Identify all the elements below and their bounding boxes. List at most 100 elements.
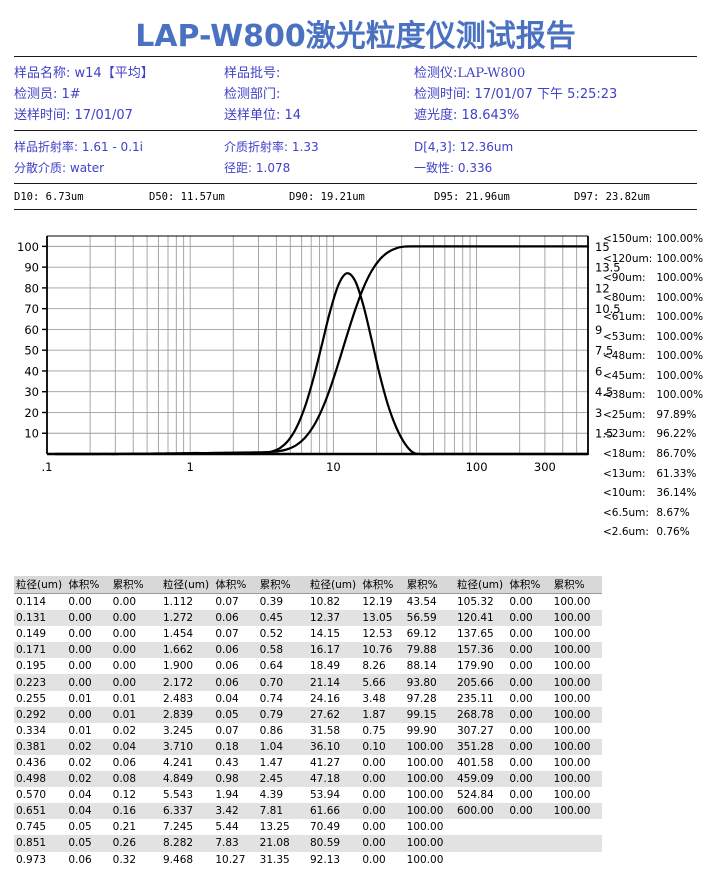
- sieve-item: <45um: 100.00%: [603, 367, 711, 387]
- table-cell: 14.15: [310, 628, 341, 641]
- table-cell: 100.00: [404, 738, 455, 755]
- sieve-value: 97.89%: [653, 408, 697, 421]
- column-header: 累积%: [110, 576, 161, 594]
- sieve-value: 86.70%: [653, 448, 697, 461]
- d95-value: D95: 21.96um: [434, 191, 510, 203]
- sieve-value: 100.00%: [653, 291, 704, 304]
- tick-label-x: .1: [42, 460, 53, 474]
- table-cell: 0.01: [68, 692, 92, 705]
- sieve-value: 96.22%: [653, 428, 697, 441]
- table-cell: 0.43: [215, 756, 239, 769]
- table-cell: 0.07: [215, 596, 239, 609]
- table-row: 179.90 0.00 100.00: [455, 658, 602, 674]
- field-instrument: 检测仪:LAP-W800: [414, 66, 526, 81]
- sieve-value: 61.33%: [653, 467, 697, 480]
- table-cell: 0.21: [112, 821, 137, 834]
- table-row: 80.59 0.00 100.00: [308, 835, 455, 852]
- table-cell: 0.00: [507, 642, 552, 659]
- column-header: 累积%: [404, 576, 455, 594]
- table-cell: 5.44: [215, 821, 239, 834]
- table-row: 0.498 0.02 0.08: [14, 771, 161, 788]
- table-cell: 0.00: [509, 692, 533, 705]
- table-cell: 79.88: [404, 642, 455, 659]
- table-row: 1.900 0.06 0.64: [161, 658, 308, 674]
- table-cell: 0.255: [16, 692, 47, 705]
- table-row: 0.149 0.00 0.00: [14, 626, 161, 642]
- table-cell: 205.66: [455, 674, 508, 691]
- table-cell: 0.00: [362, 756, 386, 769]
- table-cell: 100.00: [553, 692, 591, 705]
- table-cell: 0.06: [68, 853, 92, 866]
- table-row: 61.66 0.00 100.00: [308, 803, 455, 820]
- table-cell: 0.00: [68, 596, 92, 609]
- table-cell: 0.07: [215, 724, 239, 737]
- column-header: 粒径(um): [308, 576, 361, 594]
- sieve-label: <2.6um:: [603, 526, 649, 539]
- table-cell: 3.48: [362, 692, 386, 705]
- sieve-label: <90um:: [603, 272, 646, 285]
- table-cell: 0.00: [509, 789, 533, 802]
- tick-label-left: 50: [24, 344, 39, 358]
- table-cell: 0.00: [360, 835, 405, 852]
- table-cell: 0.05: [213, 706, 258, 723]
- tick-label-left: 40: [24, 364, 39, 378]
- table-cell: 0.05: [68, 821, 92, 834]
- table-cell: 0.334: [16, 724, 47, 737]
- tick-label-left: 80: [24, 281, 39, 295]
- tick-label-left: 90: [24, 261, 39, 275]
- table-header-row: 粒径(um) 体积% 累积%: [308, 576, 455, 594]
- table-row: 235.11 0.00 100.00: [455, 691, 602, 707]
- table-cell: 100.00: [551, 674, 602, 691]
- table-cell: 97.28: [406, 692, 437, 705]
- table-cell: 4.241: [163, 756, 194, 769]
- table-cell: 0.00: [110, 674, 161, 691]
- table-cell: 10.27: [215, 853, 246, 866]
- table-cell: 100.00: [406, 821, 444, 834]
- table-cell: 93.80: [404, 674, 455, 691]
- table-row: 1.662 0.06 0.58: [161, 642, 308, 659]
- sieve-value: 100.00%: [653, 350, 704, 363]
- table-cell: 47.18: [308, 771, 361, 788]
- table-cell: 0.00: [68, 628, 92, 641]
- table-row: 4.849 0.98 2.45: [161, 771, 308, 788]
- table-cell: 0.04: [215, 692, 239, 705]
- table-row: 7.245 5.44 13.25: [161, 819, 308, 835]
- table-row: 459.09 0.00 100.00: [455, 771, 602, 788]
- table-cell: 0.75: [362, 724, 386, 737]
- table-row: 1.272 0.06 0.45: [161, 610, 308, 627]
- table-cell: 100.00: [406, 756, 444, 769]
- table-row: 0.334 0.01 0.02: [14, 723, 161, 739]
- sieve-percent-list: <150um: 100.00% <120um: 100.00% <90um: 100…: [603, 230, 711, 543]
- field-operator: 检测员: 1#: [14, 87, 81, 102]
- table-cell: 5.66: [360, 674, 405, 691]
- table-cell: 1.04: [257, 738, 308, 755]
- table-row: 157.36 0.00 100.00: [455, 642, 602, 659]
- table-cell: 0.86: [259, 724, 284, 737]
- sieve-label: <80um:: [603, 291, 646, 304]
- sieve-value: 100.00%: [653, 369, 704, 382]
- table-cell: [455, 819, 508, 836]
- table-cell: 100.00: [553, 660, 591, 673]
- sieve-item: <10um: 36.14%: [603, 484, 711, 504]
- sieve-value: 100.00%: [653, 272, 704, 285]
- table-cell: 7.83: [213, 835, 258, 852]
- table-row: 47.18 0.00 100.00: [308, 771, 455, 788]
- sieve-label: <48um:: [603, 350, 646, 363]
- table-cell: 100.00: [404, 771, 455, 788]
- table-cell: 100.00: [406, 853, 444, 866]
- table-row: 137.65 0.00 100.00: [455, 626, 602, 642]
- table-row: 16.17 10.76 79.88: [308, 642, 455, 659]
- sieve-item: <18um: 86.70%: [603, 445, 711, 465]
- table-cell: 0.04: [68, 789, 92, 802]
- sieve-label: <45um:: [603, 369, 646, 382]
- d97-value: D97: 23.82um: [574, 191, 650, 203]
- table-cell: 0.04: [110, 738, 161, 755]
- table-cell: 0.498: [14, 771, 67, 788]
- table-cell: 0.651: [14, 803, 67, 820]
- table-cell: 16.17: [308, 642, 361, 659]
- tick-label-right: 4.5: [595, 385, 613, 399]
- table-row: 120.41 0.00 100.00: [455, 610, 602, 627]
- table-cell: 100.00: [551, 803, 602, 820]
- table-cell: 0.00: [66, 610, 111, 627]
- table-cell: 0.381: [14, 738, 67, 755]
